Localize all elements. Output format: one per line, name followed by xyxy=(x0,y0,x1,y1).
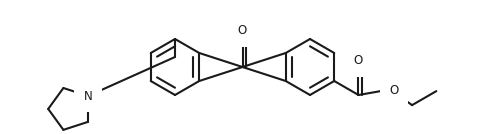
Text: O: O xyxy=(389,84,398,97)
Text: O: O xyxy=(238,25,247,38)
Text: N: N xyxy=(84,90,93,103)
Text: O: O xyxy=(354,55,363,68)
